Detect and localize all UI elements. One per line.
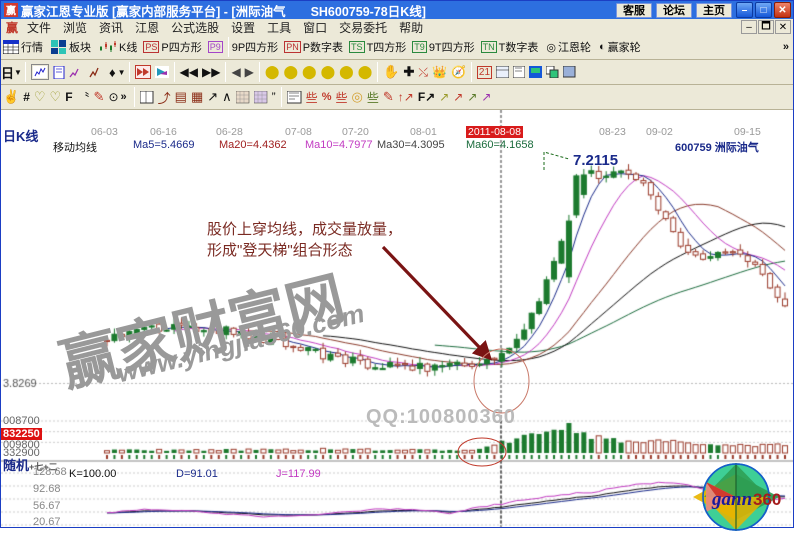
svg-text:360: 360 xyxy=(753,490,781,509)
svg-text:赢: 赢 xyxy=(6,4,16,17)
svg-text:gann: gann xyxy=(711,489,752,510)
